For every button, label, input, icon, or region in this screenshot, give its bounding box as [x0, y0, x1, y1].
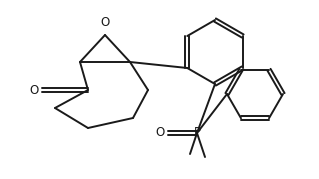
Text: O: O: [155, 127, 165, 139]
Text: O: O: [29, 83, 39, 96]
Text: P: P: [194, 127, 201, 139]
Text: O: O: [100, 16, 110, 29]
